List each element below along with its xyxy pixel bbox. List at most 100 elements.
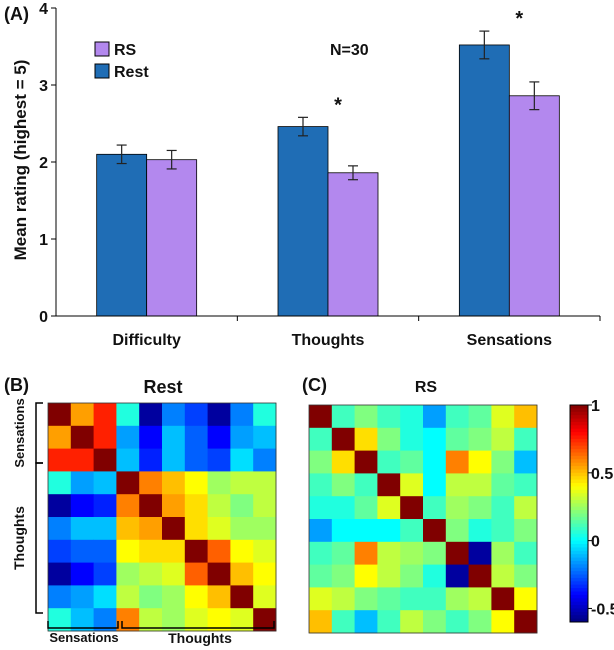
rest-heatmap-cell (207, 517, 231, 541)
colorbar-band (570, 591, 588, 596)
rs-heatmap-cell (309, 405, 333, 429)
colorbar-tick-label: 0.5 (591, 466, 613, 483)
rs-heatmap-cell (331, 610, 355, 634)
colorbar-ticks: 1 0.5 0 -0.5 (588, 398, 614, 618)
rs-heatmap-cell (423, 541, 447, 565)
rest-heatmap-cell (48, 517, 72, 541)
rs-heatmap-cell (400, 405, 424, 429)
rs-heatmap-cell (491, 450, 515, 474)
rest-heatmap-cell (207, 494, 231, 518)
rs-heatmap-cell (468, 450, 492, 474)
rs-heatmap-cell (400, 450, 424, 474)
rs-heatmap-cell (514, 587, 538, 611)
rest-heatmap-cell (139, 539, 163, 563)
rest-heatmap-cell (207, 585, 231, 609)
rs-heatmap-cell (377, 450, 401, 474)
colorbar-band (570, 547, 588, 552)
colorbar-band (570, 567, 588, 572)
rest-heatmap-cell (139, 608, 163, 632)
x-tick-label-sensations: Sensations (467, 332, 552, 349)
colorbar-band (570, 557, 588, 562)
row-bracket-sensations (35, 402, 43, 464)
rs-heatmap-cell (514, 541, 538, 565)
column-bracket-sensations (47, 621, 119, 629)
y-tick-label: 3 (39, 78, 48, 95)
row-group-label-thoughts: Thoughts (11, 506, 27, 570)
rs-heatmap-cell (491, 405, 515, 429)
colorbar-band (570, 496, 588, 501)
rs-heatmap-cell (331, 450, 355, 474)
rs-heatmap-cell (514, 519, 538, 543)
rs-heatmap-cell (491, 473, 515, 497)
colorbar-band (570, 428, 588, 433)
rest-heatmap-cell (184, 585, 208, 609)
rs-heatmap-cell (491, 541, 515, 565)
rs-heatmap-cell (331, 587, 355, 611)
panel-c-label: (C) (302, 375, 327, 395)
rest-heatmap-cell (139, 494, 163, 518)
rs-heatmap-cell (514, 564, 538, 588)
y-axis-ticks: 0 1 2 3 4 (39, 1, 56, 326)
rs-heatmap-cell (445, 405, 469, 429)
colorbar-band (570, 455, 588, 460)
rest-heatmap-cell (207, 539, 231, 563)
bar-rs-sensations (508, 95, 560, 317)
colorbar-band (570, 459, 588, 464)
legend-swatch-rs (94, 41, 110, 57)
rs-heatmap-cell (514, 496, 538, 520)
colorbar-band (570, 499, 588, 504)
rs-heatmap-cell (423, 519, 447, 543)
colorbar-band (570, 605, 588, 609)
column-bracket-thoughts (121, 621, 275, 629)
rs-heatmap-cell (445, 564, 469, 588)
rs-heatmap-cell (491, 427, 515, 451)
x-tick-label-thoughts: Thoughts (292, 332, 365, 349)
rs-heatmap-cell (468, 587, 492, 611)
column-group-label-thoughts: Thoughts (168, 630, 232, 646)
rs-heatmap-cell (354, 519, 378, 543)
colorbar-band (570, 598, 588, 603)
colorbar-band (570, 476, 588, 481)
rest-heatmap-cell (162, 585, 186, 609)
rest-heatmap-cell (230, 562, 254, 586)
colorbar-band (570, 482, 588, 487)
colorbar-band (570, 418, 588, 423)
rest-heatmap-cell (162, 517, 186, 541)
colorbar-band (570, 523, 588, 528)
rest-heatmap-cell (230, 517, 254, 541)
rs-heatmap-cell (377, 519, 401, 543)
rs-heatmap-cell (331, 473, 355, 497)
colorbar-band (570, 527, 588, 531)
colorbar: 1 0.5 0 -0.5 (569, 398, 614, 623)
rest-heatmap-cell (70, 539, 94, 563)
rs-heatmap-cell (423, 564, 447, 588)
rest-heatmap-cell (48, 585, 72, 609)
rs-heatmap-cell (423, 610, 447, 634)
row-bracket-thoughts (35, 462, 43, 614)
colorbar-tick-label: 0 (591, 534, 600, 551)
rs-heatmap-cell (377, 564, 401, 588)
rest-heatmap-frame (47, 402, 277, 632)
sample-size-annotation: N=30 (330, 42, 369, 59)
colorbar-band (570, 425, 588, 430)
rs-heatmap-cell (468, 473, 492, 497)
rs-heatmap-cell (354, 610, 378, 634)
rs-heatmap-cell (309, 564, 333, 588)
rs-heatmap-cell (514, 610, 538, 634)
rs-heatmap-cell (377, 496, 401, 520)
rs-heatmap-cell (514, 473, 538, 497)
rs-heatmap-cell (377, 541, 401, 565)
colorbar-band (570, 510, 588, 514)
rs-heatmap-cell (514, 450, 538, 474)
y-tick-label: 4 (39, 1, 48, 18)
colorbar-band (570, 577, 588, 582)
rest-heatmap-cell (70, 494, 94, 518)
rs-heatmap-cell (400, 473, 424, 497)
rest-heatmap-cell (70, 608, 94, 632)
rest-heatmap-cell (162, 494, 186, 518)
rest-heatmap-cell (70, 448, 94, 472)
rs-heatmap-cell (309, 541, 333, 565)
x-axis-tick-labels: Difficulty Thoughts Sensations (112, 316, 601, 349)
rest-heatmap-cell (93, 448, 117, 472)
rs-heatmap-cell (331, 564, 355, 588)
